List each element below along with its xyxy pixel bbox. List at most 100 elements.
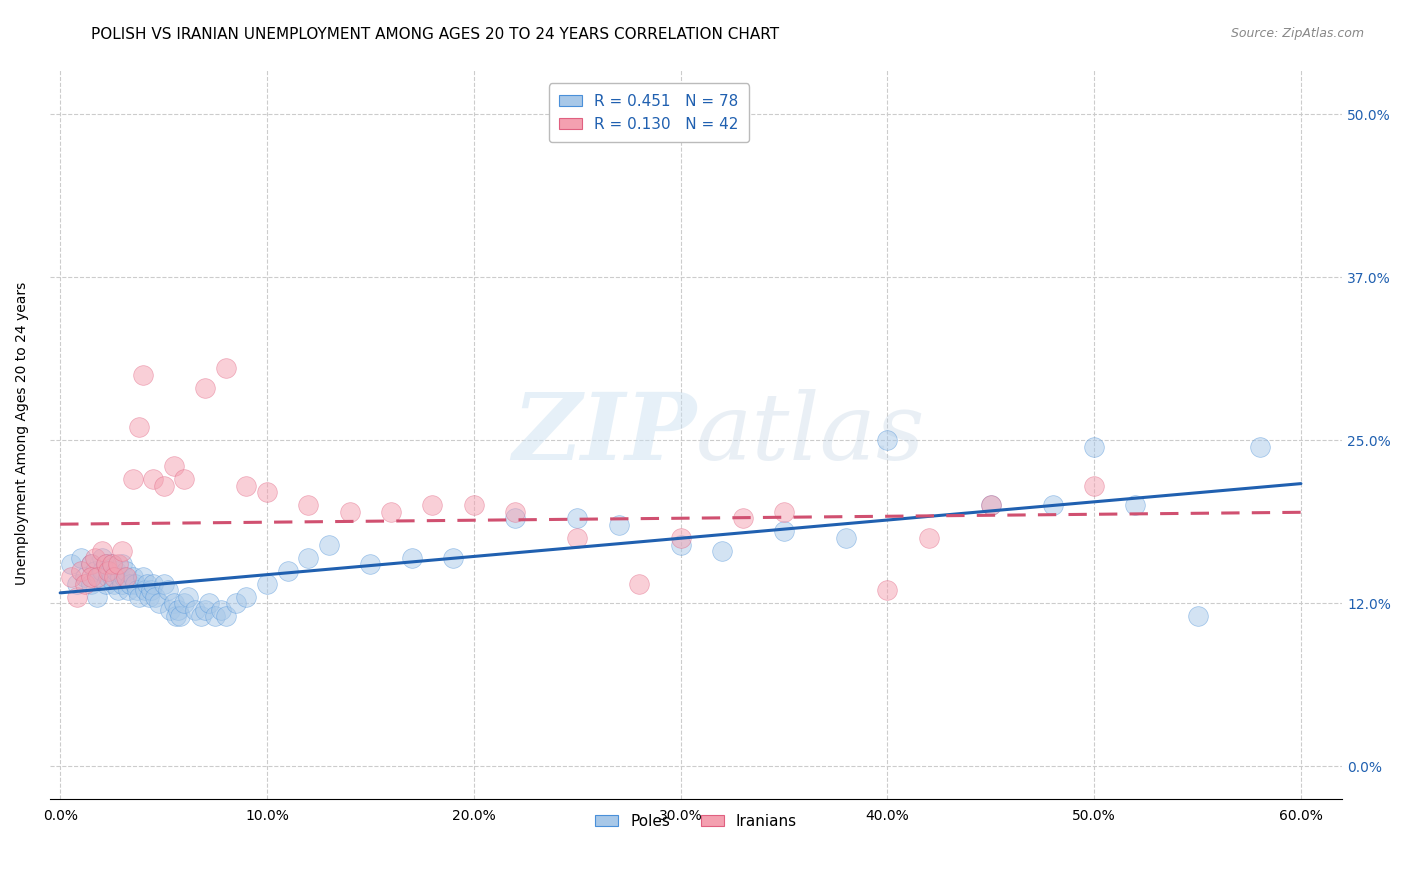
Point [669, 537, 692, 551]
Point [628, 576, 651, 591]
Point [163, 596, 186, 610]
Point [297, 499, 319, 513]
Point [124, 576, 146, 591]
Point [101, 557, 124, 571]
Point [132, 368, 155, 382]
Point [565, 531, 588, 545]
Point [128, 590, 150, 604]
Point [710, 544, 733, 558]
Point [105, 564, 128, 578]
Point [59, 570, 82, 584]
Point [173, 472, 195, 486]
Point [152, 479, 174, 493]
Point [107, 557, 129, 571]
Point [165, 609, 187, 624]
Point [136, 576, 159, 591]
Point [607, 518, 630, 533]
Point [84, 564, 107, 578]
Point [115, 570, 138, 584]
Point [120, 576, 142, 591]
Point [1083, 440, 1105, 454]
Point [156, 583, 179, 598]
Point [1125, 499, 1147, 513]
Point [103, 576, 125, 591]
Point [401, 550, 423, 565]
Point [143, 590, 166, 604]
Point [380, 505, 402, 519]
Point [235, 590, 257, 604]
Point [918, 531, 941, 545]
Point [80, 576, 103, 591]
Point [66, 590, 89, 604]
Point [194, 381, 217, 395]
Point [125, 583, 148, 598]
Point [128, 420, 150, 434]
Point [177, 590, 200, 604]
Point [101, 557, 124, 571]
Point [297, 550, 319, 565]
Point [159, 603, 181, 617]
Point [441, 550, 464, 565]
Point [80, 557, 103, 571]
Point [503, 511, 526, 525]
Point [835, 531, 858, 545]
Point [86, 570, 108, 584]
Point [980, 499, 1002, 513]
Point [97, 570, 120, 584]
Point [111, 576, 134, 591]
Point [773, 505, 796, 519]
Point [90, 550, 112, 565]
Point [90, 544, 112, 558]
Point [107, 583, 129, 598]
Point [183, 603, 205, 617]
Point [318, 537, 340, 551]
Text: ZIP: ZIP [512, 389, 696, 479]
Point [59, 557, 82, 571]
Point [235, 479, 257, 493]
Point [194, 603, 217, 617]
Y-axis label: Unemployment Among Ages 20 to 24 years: Unemployment Among Ages 20 to 24 years [15, 282, 30, 585]
Point [97, 564, 120, 578]
Point [731, 511, 754, 525]
Point [101, 570, 124, 584]
Point [1042, 499, 1064, 513]
Point [463, 499, 485, 513]
Point [167, 603, 190, 617]
Point [148, 596, 170, 610]
Point [121, 570, 143, 584]
Point [1083, 479, 1105, 493]
Point [86, 590, 108, 604]
Text: Source: ZipAtlas.com: Source: ZipAtlas.com [1230, 27, 1364, 40]
Point [256, 576, 278, 591]
Point [339, 505, 361, 519]
Point [1187, 609, 1209, 624]
Point [73, 576, 96, 591]
Point [138, 590, 160, 604]
Point [141, 583, 163, 598]
Point [669, 531, 692, 545]
Point [422, 499, 444, 513]
Point [214, 361, 236, 376]
Point [211, 603, 233, 617]
Point [190, 609, 212, 624]
Point [94, 557, 117, 571]
Point [80, 557, 103, 571]
Point [89, 570, 111, 584]
Point [198, 596, 221, 610]
Point [225, 596, 247, 610]
Point [142, 576, 165, 591]
Point [173, 596, 195, 610]
Text: atlas: atlas [696, 389, 925, 479]
Point [134, 583, 156, 598]
Point [84, 550, 107, 565]
Text: POLISH VS IRANIAN UNEMPLOYMENT AMONG AGES 20 TO 24 YEARS CORRELATION CHART: POLISH VS IRANIAN UNEMPLOYMENT AMONG AGE… [91, 27, 779, 42]
Point [359, 557, 381, 571]
Point [94, 557, 117, 571]
Point [773, 524, 796, 539]
Point [152, 576, 174, 591]
Point [73, 570, 96, 584]
Point [132, 570, 155, 584]
Point [163, 459, 186, 474]
Point [980, 499, 1002, 513]
Point [117, 583, 139, 598]
